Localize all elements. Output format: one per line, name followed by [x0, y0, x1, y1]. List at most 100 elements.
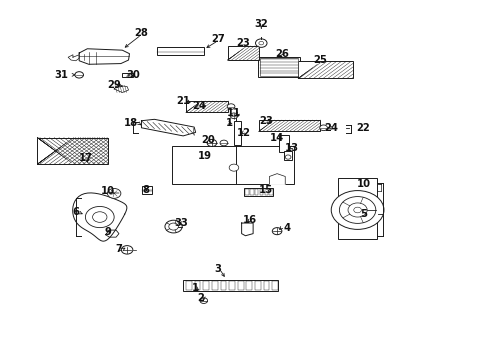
Circle shape [339, 197, 375, 224]
Bar [250, 189, 253, 195]
Polygon shape [105, 230, 119, 237]
Text: 31: 31 [54, 70, 68, 80]
Bar [243, 188, 273, 196]
Bar [227, 46, 258, 60]
Bar [185, 101, 228, 112]
Text: 7: 7 [115, 244, 122, 254]
Text: 29: 29 [107, 80, 121, 90]
Polygon shape [269, 174, 285, 184]
Text: 24: 24 [324, 123, 338, 133]
Bar [185, 281, 191, 290]
Text: 32: 32 [254, 19, 267, 29]
Text: 10: 10 [356, 179, 369, 189]
Circle shape [121, 246, 133, 254]
Text: 5: 5 [359, 208, 366, 219]
Text: 23: 23 [236, 38, 250, 48]
Circle shape [220, 140, 227, 146]
Text: 16: 16 [243, 215, 257, 225]
Circle shape [285, 155, 290, 159]
Bar [263, 281, 269, 290]
Circle shape [258, 41, 263, 45]
Text: 30: 30 [126, 70, 140, 80]
Bar [203, 281, 208, 290]
Text: 12: 12 [236, 129, 250, 139]
Bar [298, 62, 352, 78]
Circle shape [272, 228, 281, 235]
Circle shape [168, 223, 178, 230]
Circle shape [92, 212, 107, 222]
Polygon shape [73, 193, 126, 241]
Text: 15: 15 [259, 185, 273, 195]
Bar [246, 281, 252, 290]
Bar [211, 281, 217, 290]
Text: 14: 14 [269, 133, 284, 143]
Circle shape [230, 113, 237, 118]
Bar [171, 146, 293, 184]
Text: 17: 17 [78, 153, 92, 163]
Bar [255, 189, 258, 195]
Text: 8: 8 [142, 185, 149, 195]
Polygon shape [241, 223, 253, 236]
Circle shape [85, 207, 114, 228]
Bar [229, 281, 234, 290]
Text: 1: 1 [192, 283, 199, 293]
Bar [183, 280, 278, 291]
Text: 33: 33 [174, 218, 188, 228]
Circle shape [229, 164, 238, 171]
Bar [258, 120, 320, 131]
Circle shape [353, 207, 361, 213]
Bar [259, 189, 263, 195]
Bar [237, 281, 243, 290]
Text: 26: 26 [274, 49, 288, 59]
Circle shape [255, 39, 266, 48]
Text: 20: 20 [201, 135, 215, 145]
Text: 21: 21 [176, 96, 190, 105]
Bar [157, 47, 204, 55]
Bar [279, 135, 288, 153]
Text: 10: 10 [101, 186, 115, 196]
Bar [269, 189, 272, 195]
Polygon shape [68, 55, 79, 61]
Bar [337, 177, 376, 239]
Text: 9: 9 [104, 227, 111, 237]
Text: 18: 18 [123, 118, 137, 128]
Circle shape [164, 220, 182, 233]
Text: 25: 25 [313, 55, 326, 65]
Bar [272, 281, 278, 290]
Circle shape [330, 190, 383, 229]
Bar [257, 57, 300, 77]
Bar [38, 138, 108, 164]
Circle shape [347, 203, 366, 217]
Circle shape [75, 72, 83, 78]
Bar [233, 121, 240, 145]
Circle shape [107, 189, 121, 198]
Text: 28: 28 [134, 27, 148, 37]
Bar [259, 58, 298, 76]
Bar [220, 281, 226, 290]
Text: 3: 3 [214, 264, 221, 274]
Bar [122, 73, 133, 77]
Polygon shape [114, 85, 128, 93]
Text: 4: 4 [283, 222, 290, 233]
Text: 27: 27 [211, 34, 224, 44]
Polygon shape [79, 49, 129, 64]
Text: 13: 13 [284, 143, 298, 153]
Circle shape [227, 104, 234, 109]
Text: 11: 11 [226, 108, 241, 118]
Text: 2: 2 [197, 293, 203, 303]
Bar [142, 186, 151, 194]
Text: 19: 19 [198, 151, 212, 161]
Bar [283, 151, 292, 159]
Bar [245, 189, 248, 195]
Bar [194, 281, 200, 290]
Polygon shape [141, 119, 195, 136]
Circle shape [207, 139, 216, 147]
Bar [255, 281, 260, 290]
Text: 24: 24 [192, 101, 205, 111]
Bar [264, 189, 267, 195]
Circle shape [319, 125, 327, 131]
Text: 1: 1 [225, 118, 232, 128]
Text: 6: 6 [72, 207, 79, 217]
Text: 22: 22 [356, 123, 369, 133]
Text: 23: 23 [259, 116, 272, 126]
